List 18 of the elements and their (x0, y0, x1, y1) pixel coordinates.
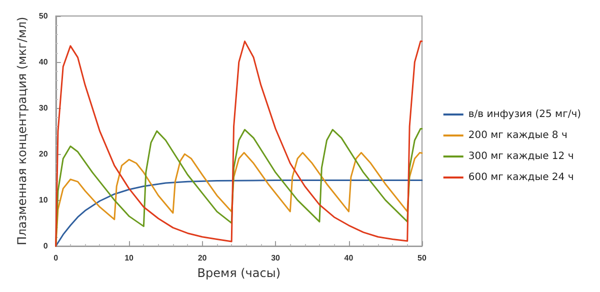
y-tick-label: 0 (43, 242, 48, 251)
x-tick-label: 40 (344, 254, 354, 263)
y-tick-label: 30 (38, 104, 48, 113)
y-tick-label: 20 (38, 150, 48, 159)
y-axis-title: Плазменная концентрация (мкг/мл) (15, 16, 29, 246)
legend-label: 600 мг каждые 24 ч (468, 172, 574, 183)
legend-label: 300 мг каждые 12 ч (468, 151, 574, 162)
y-tick-label: 50 (38, 12, 48, 20)
x-tick-label: 20 (198, 254, 208, 263)
x-tick-label: 50 (418, 254, 427, 263)
legend-label: 200 мг каждые 8 ч (468, 130, 568, 141)
x-axis-title: Время (часы) (197, 266, 280, 280)
x-tick-label: 30 (271, 254, 281, 263)
y-tick-label: 10 (38, 196, 48, 205)
x-tick-label: 10 (124, 254, 134, 263)
legend-label: в/в инфузия (25 мг/ч) (468, 109, 582, 120)
y-tick-label: 40 (38, 58, 48, 67)
x-tick-label: 0 (54, 254, 59, 263)
